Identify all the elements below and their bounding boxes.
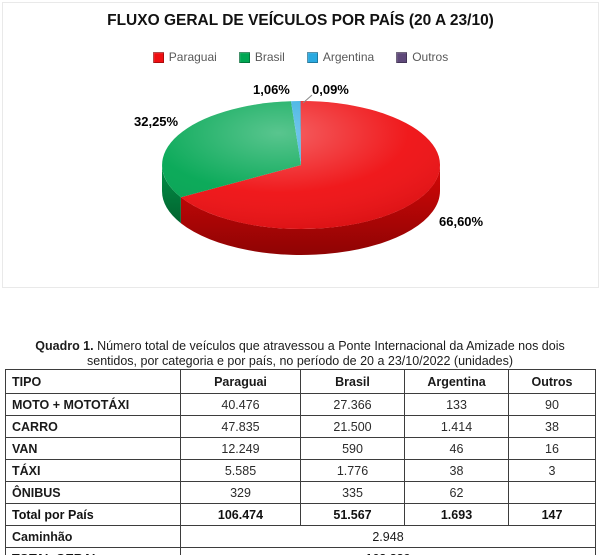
- pct-label-paraguai: 66,60%: [439, 214, 484, 229]
- row-label: ÔNIBUS: [5, 481, 181, 504]
- table-row: ÔNIBUS 329 335 62: [5, 481, 596, 504]
- row-label: Total por País: [5, 503, 181, 526]
- row-label: TÁXI: [5, 459, 181, 482]
- total-por-pais-row: Total por País 106.474 51.567 1.693 147: [5, 503, 596, 526]
- header-outros: Outros: [508, 369, 596, 394]
- cell-value: 38: [508, 415, 596, 438]
- cell-value: 3: [508, 459, 596, 482]
- pie-sheen-overlay: [162, 101, 440, 229]
- table-row: CARRO 47.835 21.500 1.414 38: [5, 415, 596, 438]
- legend-swatch-paraguai-icon: [152, 51, 164, 63]
- cell-value: 12.249: [180, 437, 301, 460]
- legend-swatch-outros-icon: [396, 51, 408, 63]
- cell-value: 47.835: [180, 415, 301, 438]
- cell-value: 1.414: [404, 415, 509, 438]
- legend-label-outros: Outros: [412, 50, 449, 64]
- caption-prefix: Quadro 1.: [35, 338, 94, 353]
- row-label: VAN: [5, 437, 181, 460]
- caminhao-value: 2.948: [180, 525, 596, 548]
- row-label: MOTO + MOTOTÁXI: [5, 393, 181, 416]
- chart-title: FLUXO GERAL DE VEÍCULOS POR PAÍS (20 A 2…: [107, 12, 494, 29]
- pie-3d-graphic: [162, 94, 441, 255]
- table-row: VAN 12.249 590 46 16: [5, 437, 596, 460]
- cell-value: 62: [404, 481, 509, 504]
- pie-wall-paraguai: [180, 165, 440, 255]
- legend-label-brasil: Brasil: [254, 50, 285, 64]
- cell-value: 133: [404, 393, 509, 416]
- cell-value: [508, 481, 596, 504]
- cell-value: 147: [508, 503, 596, 526]
- cell-value: 1.776: [300, 459, 405, 482]
- table-caption: Quadro 1. Número total de veículos que a…: [0, 339, 600, 370]
- legend-label-argentina: Argentina: [322, 50, 375, 64]
- header-argentina: Argentina: [404, 369, 509, 394]
- table-row: TÁXI 5.585 1.776 38 3: [5, 459, 596, 482]
- cell-value: 90: [508, 393, 596, 416]
- pie-wall-brasil: [162, 165, 181, 224]
- legend-swatch-brasil-icon: [238, 51, 250, 63]
- legend-item-argentina: Argentina: [306, 50, 375, 64]
- pct-label-outros: 0,09%: [312, 82, 349, 97]
- header-brasil: Brasil: [300, 369, 405, 394]
- pie-chart-frame: FLUXO GERAL DE VEÍCULOS POR PAÍS (20 A 2…: [2, 2, 599, 288]
- legend-label-paraguai: Paraguai: [168, 50, 217, 64]
- cell-value: 21.500: [300, 415, 405, 438]
- caption-text: Número total de veículos que atravessou …: [87, 338, 565, 369]
- cell-value: 16: [508, 437, 596, 460]
- cell-value: 46: [404, 437, 509, 460]
- cell-value: 329: [180, 481, 301, 504]
- row-label: TOTAL GERAL: [5, 547, 181, 555]
- row-label: Caminhão: [5, 525, 181, 548]
- total-geral-row: TOTAL GERAL 162.829: [5, 547, 596, 555]
- cell-value: 590: [300, 437, 405, 460]
- cell-value: 38: [404, 459, 509, 482]
- pct-label-argentina: 1,06%: [253, 82, 290, 97]
- row-label: CARRO: [5, 415, 181, 438]
- cell-value: 27.366: [300, 393, 405, 416]
- chart-legend: Paraguai Brasil Argentina Outros: [3, 50, 598, 64]
- cell-value: 335: [300, 481, 405, 504]
- table-row: MOTO + MOTOTÁXI 40.476 27.366 133 90: [5, 393, 596, 416]
- total-geral-value: 162.829: [180, 547, 596, 555]
- cell-value: 40.476: [180, 393, 301, 416]
- cell-value: 51.567: [300, 503, 405, 526]
- cell-value: 5.585: [180, 459, 301, 482]
- pct-label-brasil: 32,25%: [134, 114, 179, 129]
- caminhao-row: Caminhão 2.948: [5, 525, 596, 548]
- header-tipo: TIPO: [5, 369, 181, 394]
- cell-value: 1.693: [404, 503, 509, 526]
- legend-swatch-argentina-icon: [306, 51, 318, 63]
- vehicle-table: TIPO Paraguai Brasil Argentina Outros MO…: [5, 369, 596, 555]
- legend-item-brasil: Brasil: [238, 50, 285, 64]
- cell-value: 106.474: [180, 503, 301, 526]
- header-paraguai: Paraguai: [180, 369, 301, 394]
- table-header-row: TIPO Paraguai Brasil Argentina Outros: [5, 369, 596, 394]
- legend-item-paraguai: Paraguai: [152, 50, 217, 64]
- leader-line-outros: [302, 94, 313, 104]
- legend-item-outros: Outros: [396, 50, 448, 64]
